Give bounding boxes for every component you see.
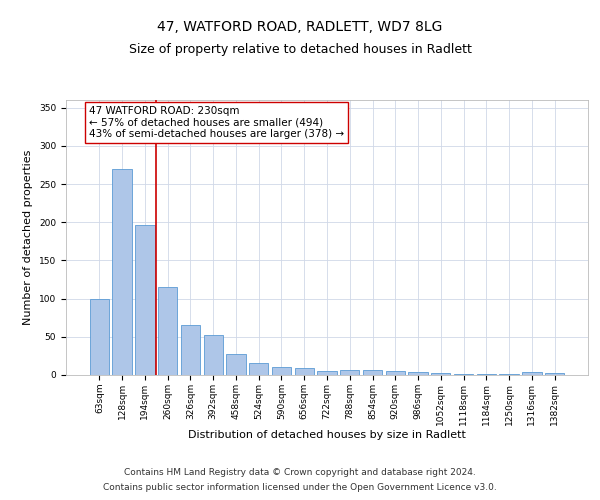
Bar	[226, 354, 245, 375]
Bar	[340, 370, 359, 375]
Bar	[295, 368, 314, 375]
Bar	[272, 368, 291, 375]
Text: Contains HM Land Registry data © Crown copyright and database right 2024.: Contains HM Land Registry data © Crown c…	[124, 468, 476, 477]
Bar	[317, 371, 337, 375]
Bar	[181, 324, 200, 375]
X-axis label: Distribution of detached houses by size in Radlett: Distribution of detached houses by size …	[188, 430, 466, 440]
Bar	[545, 372, 564, 375]
Text: Size of property relative to detached houses in Radlett: Size of property relative to detached ho…	[128, 42, 472, 56]
Bar	[431, 372, 451, 375]
Bar	[363, 370, 382, 375]
Bar	[158, 287, 178, 375]
Bar	[409, 372, 428, 375]
Bar	[386, 371, 405, 375]
Bar	[112, 169, 132, 375]
Bar	[203, 334, 223, 375]
Text: 47 WATFORD ROAD: 230sqm
← 57% of detached houses are smaller (494)
43% of semi-d: 47 WATFORD ROAD: 230sqm ← 57% of detache…	[89, 106, 344, 140]
Bar	[499, 374, 519, 375]
Y-axis label: Number of detached properties: Number of detached properties	[23, 150, 34, 325]
Text: Contains public sector information licensed under the Open Government Licence v3: Contains public sector information licen…	[103, 483, 497, 492]
Bar	[522, 372, 542, 375]
Bar	[249, 363, 268, 375]
Bar	[90, 298, 109, 375]
Text: 47, WATFORD ROAD, RADLETT, WD7 8LG: 47, WATFORD ROAD, RADLETT, WD7 8LG	[157, 20, 443, 34]
Bar	[454, 374, 473, 375]
Bar	[135, 226, 155, 375]
Bar	[476, 374, 496, 375]
